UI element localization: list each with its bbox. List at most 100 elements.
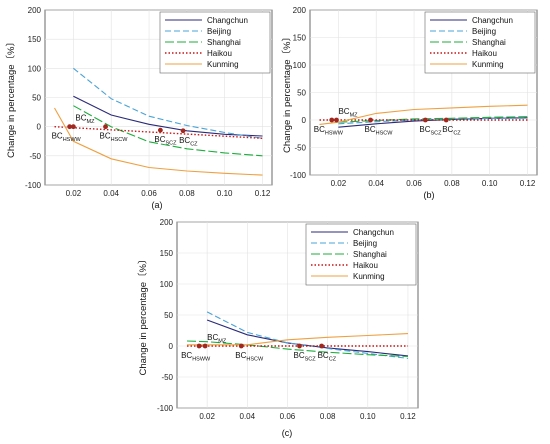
breakpoint-subscript: CZ	[329, 357, 337, 363]
breakpoint-subscript: HSCW	[246, 357, 264, 363]
series-line-changchun	[206, 319, 409, 357]
breakpoint-subscript: CZ	[453, 131, 461, 137]
legend-label-changchun: Changchun	[472, 16, 513, 25]
y-tick-label: 150	[293, 34, 307, 43]
breakpoint-label-cz: BCCZ	[442, 125, 461, 137]
breakpoint-label-scz: BCSCZ	[294, 351, 317, 363]
legend-label-shanghai: Shanghai	[472, 38, 506, 47]
y-axis-label: Change in percentage〔%〕	[137, 255, 149, 376]
x-tick-label: 0.08	[320, 412, 336, 421]
breakpoint-subscript: HSCW	[376, 131, 394, 137]
x-tick-label: 0.06	[280, 412, 296, 421]
y-tick-label: -100	[290, 171, 307, 180]
breakpoint-subscript: CZ	[190, 141, 198, 147]
y-tick-label: 200	[160, 218, 174, 227]
y-axis-label: Change in percentage〔%〕	[281, 32, 293, 153]
breakpoint-label-scz: BCSCZ	[419, 125, 442, 137]
y-tick-label: -100	[25, 181, 42, 190]
breakpoint-marker	[329, 117, 335, 123]
x-tick-label: 0.08	[444, 179, 460, 188]
x-tick-label: 0.04	[368, 179, 384, 188]
x-tick-label: 0.08	[179, 189, 195, 198]
x-tick-label: 0.02	[331, 179, 347, 188]
breakpoint-marker	[238, 343, 244, 349]
y-tick-label: 0	[37, 123, 42, 132]
y-tick-label: -100	[157, 404, 174, 413]
legend-label-haikou: Haikou	[207, 49, 232, 58]
y-tick-label: 150	[28, 35, 42, 44]
breakpoint-subscript: SCZ	[166, 141, 178, 147]
y-tick-label: 0	[169, 342, 174, 351]
y-tick-label: -50	[29, 152, 41, 161]
y-tick-label: 50	[297, 89, 306, 98]
y-tick-label: 50	[32, 94, 41, 103]
legend-label-beijing: Beijing	[353, 239, 377, 248]
legend-label-beijing: Beijing	[207, 27, 231, 36]
legend-label-changchun: Changchun	[353, 228, 394, 237]
breakpoint-subscript: SCZ	[305, 357, 317, 363]
breakpoint-subscript: MZ	[350, 113, 359, 119]
breakpoint-marker	[103, 124, 108, 130]
breakpoint-label-hscw: BCHSCW	[235, 351, 264, 363]
series-line-shanghai	[186, 340, 409, 358]
x-tick-label: 0.12	[400, 412, 416, 421]
breakpoint-subscript: HSWW	[325, 131, 344, 137]
breakpoint-label-scz: BCSCZ	[154, 135, 177, 147]
breakpoint-label-hscw: BCHSCW	[365, 125, 394, 137]
breakpoint-subscript: MZ	[87, 119, 96, 125]
series-line-kunming	[54, 107, 263, 176]
breakpoint-label-cz: BCCZ	[318, 351, 337, 363]
x-tick-label: 0.02	[199, 412, 215, 421]
x-tick-label: 0.04	[240, 412, 256, 421]
breakpoint-marker	[70, 124, 76, 130]
y-axis-label: Change in percentage〔%〕	[5, 37, 17, 158]
y-tick-label: 100	[160, 280, 174, 289]
legend-label-changchun: Changchun	[207, 16, 248, 25]
x-tick-label: 0.10	[360, 412, 376, 421]
breakpoint-marker	[368, 117, 373, 123]
breakpoint-marker	[422, 117, 428, 123]
y-tick-label: 150	[160, 249, 174, 258]
series-line-shanghai	[73, 105, 263, 157]
series-line-kunming	[319, 104, 528, 125]
x-tick-label: 0.04	[103, 189, 119, 198]
legend-label-kunming: Kunming	[472, 60, 504, 69]
y-tick-label: 100	[28, 64, 42, 73]
breakpoint-subscript: HSCW	[111, 137, 129, 143]
legend-label-shanghai: Shanghai	[353, 250, 387, 259]
breakpoint-marker	[297, 343, 302, 349]
breakpoint-label-cz: BCCZ	[179, 136, 198, 148]
legend-label-haikou: Haikou	[472, 49, 497, 58]
panel-c-caption: (c)	[282, 428, 293, 438]
breakpoint-marker	[67, 124, 72, 130]
y-tick-label: 50	[164, 311, 173, 320]
y-tick-label: -50	[294, 144, 306, 153]
x-tick-label: 0.12	[255, 189, 271, 198]
legend-label-shanghai: Shanghai	[207, 38, 241, 47]
x-tick-label: 0.02	[66, 189, 82, 198]
x-tick-label: 0.10	[217, 189, 233, 198]
series-line-changchun	[73, 95, 263, 137]
panel-a-caption: (a)	[152, 200, 163, 210]
breakpoint-label-hsww: BCHSWW	[52, 132, 82, 144]
breakpoint-label-hscw: BCHSCW	[100, 132, 129, 144]
y-tick-label: 0	[302, 116, 307, 125]
chart-panel-c: -100 -50 0 50 100 150 200 0.02 0.04 0.06 0.08 0.10 0…	[137, 218, 419, 421]
breakpoint-subscript: MZ	[218, 339, 227, 345]
y-tick-label: 100	[293, 61, 307, 70]
breakpoint-marker	[443, 117, 449, 123]
breakpoint-marker	[334, 117, 339, 123]
y-tick-label: -50	[161, 373, 173, 382]
breakpoint-marker	[202, 343, 208, 349]
legend-label-beijing: Beijing	[472, 27, 496, 36]
x-tick-label: 0.10	[482, 179, 498, 188]
breakpoint-label-mz: BCMZ	[207, 333, 227, 345]
legend-box	[159, 11, 271, 74]
chart-panel-a: -100 -50 0 50 100 150 200 0.02 0.04 0.06 0.08 0.10 0…	[5, 6, 273, 198]
breakpoint-marker	[319, 343, 324, 349]
breakpoint-marker	[196, 343, 202, 349]
series-line-beijing	[206, 311, 409, 359]
legend-label-haikou: Haikou	[353, 261, 378, 270]
breakpoint-label-hsww: BCHSWW	[181, 351, 211, 363]
